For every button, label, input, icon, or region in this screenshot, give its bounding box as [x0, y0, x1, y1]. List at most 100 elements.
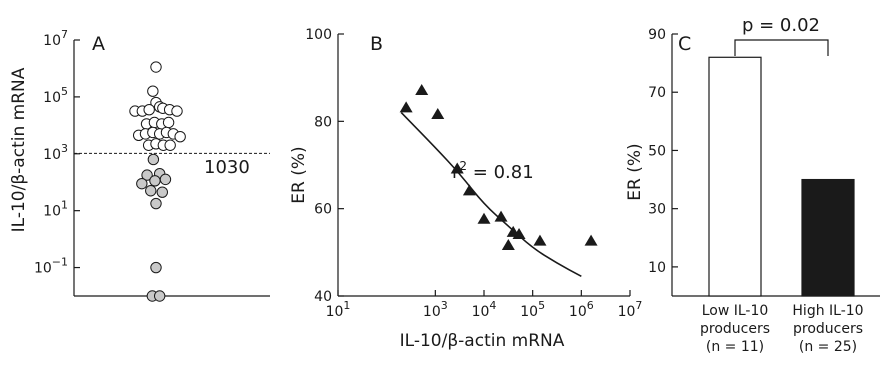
panel-a-ytick-label-exp: 3 — [61, 142, 68, 155]
panel-b-xtick-label: 104 — [472, 299, 497, 320]
panel-a-filled-point — [145, 185, 157, 197]
panel-a-filled-point — [150, 261, 162, 274]
panel-b-ylabel: ER (%) — [289, 146, 309, 203]
panel-c-significance-bracket — [734, 39, 829, 56]
panel-a-open-point — [150, 61, 162, 73]
panel-c-ytick-label: 70 — [648, 85, 666, 101]
panel-a-filled-point — [153, 290, 166, 302]
panel-a-ytick-label-exp: 1 — [61, 199, 68, 212]
panel-b-xtick-label: 106 — [569, 299, 594, 320]
panel-a-ytick-label: 103 — [43, 142, 68, 163]
panel-b-xtick-label-base: 10 — [472, 304, 490, 320]
panel-b-xtick-label-base: 10 — [618, 304, 636, 320]
panel-b-point — [415, 83, 429, 95]
panel-a-filled-point — [150, 197, 162, 210]
panel-c: C ER (%) 10 30 50 70 90 Low IL-10 producers (n… — [625, 15, 880, 355]
panel-b-ytick-label: 40 — [314, 289, 332, 305]
panel-a-ytick-label-exp: 7 — [61, 28, 68, 41]
panel-a-ytick-label-base: 10 — [43, 147, 61, 163]
panel-c-letter: C — [678, 33, 691, 55]
panel-b-point — [584, 234, 598, 246]
r2-sup: 2 — [459, 159, 467, 173]
panel-b-point — [477, 212, 491, 224]
panel-c-axes: 10 30 50 70 90 — [648, 27, 880, 297]
panel-a-open-point — [162, 116, 175, 129]
panel-b-point — [399, 101, 413, 113]
panel-b-xtick-label-exp: 6 — [587, 299, 594, 312]
r2-r: r — [452, 162, 460, 183]
panel-b-point — [494, 210, 508, 222]
panel-c-category-label: producers — [700, 321, 770, 337]
panel-b-xlabel: IL-10/β-actin mRNA — [400, 331, 565, 351]
panel-c-category-label: (n = 11) — [706, 339, 764, 355]
panel-a-ylabel: IL-10/β-actin mRNA — [9, 67, 29, 232]
panel-b-xtick-label-base: 10 — [520, 304, 538, 320]
panel-b-xtick-label: 101 — [326, 299, 351, 320]
panel-b-xtick-label-exp: 3 — [441, 299, 448, 312]
panel-b-point — [512, 228, 526, 240]
panel-a-filled-point — [159, 173, 172, 186]
panel-a-ytick-label: 101 — [43, 199, 68, 220]
panel-a-open-point — [164, 139, 176, 151]
panel-a-ytick-label: 107 — [43, 28, 68, 49]
panel-a-filled-point — [141, 169, 153, 181]
panel-b-ytick-label: 100 — [305, 27, 332, 43]
panel-b-point — [501, 238, 515, 250]
panel-b-xtick-label: 107 — [618, 299, 643, 320]
panel-a-open-point — [174, 131, 186, 143]
panel-b-r2-annotation: r2 = 0.81 — [452, 159, 534, 183]
panel-b-ytick-label: 60 — [314, 202, 332, 218]
panel-c-bar — [801, 178, 855, 297]
panel-a-letter: A — [92, 33, 105, 55]
panel-b-xtick-label-exp: 4 — [489, 299, 496, 312]
panel-b-letter: B — [370, 33, 383, 55]
panel-c-category-label: High IL-10 — [792, 303, 863, 319]
panel-a-ytick-label: 105 — [43, 85, 68, 106]
panel-c-ytick-label: 50 — [648, 143, 666, 159]
panel-a-filled-point — [136, 177, 148, 190]
panel-b-xtick-label-exp: 5 — [538, 299, 545, 312]
panel-a-filled-point — [149, 175, 161, 187]
r2-value: = 0.81 — [467, 162, 534, 183]
panel-b-point — [431, 107, 445, 119]
panel-a-open-point — [143, 103, 155, 116]
panel-a-ytick-label-base: 10 — [34, 261, 52, 277]
panel-b-xtick-label-exp: 1 — [343, 299, 350, 312]
panel-b-ytick-label: 80 — [314, 114, 332, 130]
panel-c-bars: Low IL-10 producers (n = 11) High IL-10 prod… — [700, 56, 864, 355]
panel-a-threshold-label: 1030 — [204, 157, 250, 178]
panel-c-bar — [708, 56, 762, 297]
panel-b-xtick-label-base: 10 — [569, 304, 587, 320]
panel-c-ytick-label: 30 — [648, 202, 666, 218]
panel-c-ylabel: ER (%) — [625, 143, 645, 200]
panel-b-xtick-label-base: 10 — [326, 304, 344, 320]
panel-a-filled-point — [147, 153, 160, 166]
panel-c-ytick-label: 10 — [648, 260, 666, 276]
panel-b-point — [462, 184, 476, 196]
panel-a-ytick-label-exp: 5 — [61, 85, 68, 98]
panel-a-open-point — [171, 105, 183, 117]
panel-b-xtick-label: 103 — [423, 299, 448, 320]
panel-a-ytick-label: 10−1 — [34, 256, 68, 277]
panel-c-category-label: Low IL-10 — [702, 303, 769, 319]
panel-b-points — [399, 83, 598, 250]
panel-c-category-label: producers — [793, 321, 863, 337]
panel-b-xtick-label-base: 10 — [423, 304, 441, 320]
panel-a-ytick-label-base: 10 — [43, 90, 61, 106]
panel-a-open-point — [147, 85, 159, 97]
panel-b-xtick-label: 105 — [520, 299, 545, 320]
panel-b-fit-curve — [400, 112, 582, 278]
panel-b-point — [533, 234, 547, 246]
panel-a-ytick-label-exp: −1 — [52, 256, 68, 269]
panel-a-filled-point — [156, 186, 169, 198]
panel-b: B ER (%) IL-10/β-actin mRNA 406080100101… — [289, 27, 642, 351]
panel-a-ytick-label-base: 10 — [43, 204, 61, 220]
panel-a-points — [129, 61, 186, 302]
panel-a-ytick-label-base: 10 — [43, 33, 61, 49]
panel-b-xtick-label-exp: 7 — [635, 299, 642, 312]
panel-c-significance-label: p = 0.02 — [742, 15, 820, 36]
